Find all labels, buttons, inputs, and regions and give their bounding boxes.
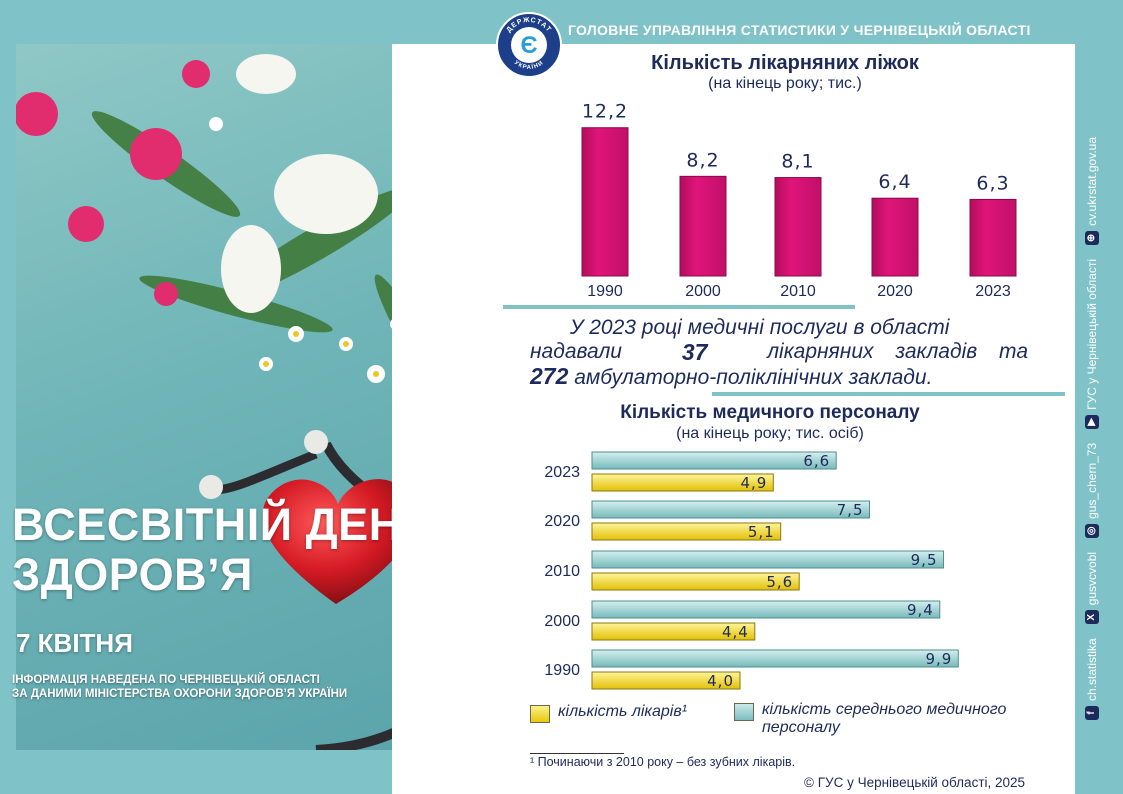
beds-bar-1990 bbox=[581, 127, 629, 277]
doctors-bar-1990 bbox=[591, 671, 741, 690]
staff-value-label: 6,6 bbox=[803, 452, 830, 470]
beds-value-label: 8,1 bbox=[781, 151, 814, 173]
hero-note-line2: ЗА ДАНИМИ МІНІСТЕРСТВА ОХОРОНИ ЗДОРОВ’Я … bbox=[12, 688, 348, 700]
para-line3: амбулаторно-поліклінічних заклади. bbox=[574, 366, 933, 389]
legend-staff-text: кількість середнього медичного персоналу bbox=[762, 701, 1006, 737]
beds-value-label: 6,3 bbox=[976, 172, 1009, 194]
divider-line-2 bbox=[712, 392, 1065, 396]
staff-bar-1990 bbox=[591, 649, 959, 668]
staff-bar-2010 bbox=[591, 550, 944, 569]
para-hospitals-count: 37 bbox=[681, 339, 708, 365]
doctors-value-label: 5,6 bbox=[766, 573, 793, 591]
hero-date: 7 КВІТНЯ bbox=[16, 628, 133, 658]
x-icon: X bbox=[1085, 610, 1099, 625]
hero-title: ВСЕСВІТНІЙ ДЕНЬ ЗДОРОВ’Я bbox=[12, 500, 435, 600]
hero-note-line1: ІНФОРМАЦІЯ НАВЕДЕНА ПО ЧЕРНІВЕЦЬКІЙ ОБЛА… bbox=[12, 674, 320, 686]
divider-line bbox=[503, 305, 855, 309]
beds-value-label: 8,2 bbox=[686, 149, 719, 171]
legend-doctors-label: кількість лікарів¹ bbox=[558, 703, 688, 720]
youtube-icon: ▶ bbox=[1085, 414, 1099, 429]
legend-doctors: кількість лікарів¹ bbox=[530, 703, 687, 723]
logo-text-bottom: УКРАЇНИ bbox=[513, 60, 544, 71]
staff-bar-2020 bbox=[591, 500, 870, 519]
doctors-value-label: 5,1 bbox=[748, 523, 775, 541]
doctors-value-label: 4,0 bbox=[707, 672, 734, 690]
doctors-bar-2020 bbox=[591, 522, 782, 541]
content-panel bbox=[392, 44, 1075, 794]
beds-category-label: 1990 bbox=[587, 283, 623, 300]
doctors-bar-2000 bbox=[591, 622, 756, 641]
hero-title-line2: ЗДОРОВ’Я bbox=[12, 549, 254, 600]
beds-category-label: 2023 bbox=[975, 283, 1011, 300]
doctors-value-label: 4,9 bbox=[740, 474, 767, 492]
social-link-label: gus_chern_73 bbox=[1085, 442, 1099, 519]
staff-chart-subtitle: (на кінець року; тис. осіб) bbox=[676, 425, 864, 442]
staff-year-label: 2023 bbox=[544, 464, 580, 481]
staff-chart: 6,6 4,9 2023 7,5 5,1 2020 9,5 5,6 2010 9,4 4,4 2000… bbox=[544, 451, 959, 690]
legend-swatch-doctors bbox=[530, 705, 550, 723]
beds-chart-title: Кількість лікарняних ліжок bbox=[651, 52, 919, 74]
staff-value-label: 9,4 bbox=[907, 601, 934, 619]
staff-value-label: 9,9 bbox=[925, 650, 952, 668]
footnote: ¹ Починаючи з 2010 року – без зубних лік… bbox=[530, 755, 796, 769]
beds-bar-2020 bbox=[871, 197, 919, 277]
para-line2-a: надавали bbox=[530, 340, 622, 363]
beds-category-label: 2010 bbox=[780, 283, 816, 300]
doctors-value-label: 4,4 bbox=[722, 623, 749, 641]
social-link[interactable]: ◎ gus_chern_73 bbox=[1085, 443, 1099, 538]
beds-category-label: 2020 bbox=[877, 283, 913, 300]
para-line2-b: лікарняних закладів та bbox=[767, 340, 1028, 363]
legend-staff-label-1: кількість середнього медичного bbox=[762, 701, 1007, 718]
para-line1: У 2023 році медичні послуги в області bbox=[570, 316, 950, 339]
hero-source-note: ІНФОРМАЦІЯ НАВЕДЕНА ПО ЧЕРНІВЕЦЬКІЙ ОБЛА… bbox=[12, 673, 347, 701]
staff-year-label: 2020 bbox=[544, 513, 580, 530]
copyright: © ГУС у Чернівецькій області, 2025 bbox=[804, 775, 1026, 790]
footnote-rule bbox=[530, 753, 624, 754]
social-link-label: ch.statistika bbox=[1085, 638, 1099, 701]
legend-staff: кількість середнього медичного персоналу bbox=[734, 701, 1006, 737]
staff-value-label: 9,5 bbox=[911, 551, 938, 569]
doctors-bar-2010 bbox=[591, 572, 800, 591]
social-link-label: gusvcvobl bbox=[1085, 551, 1099, 606]
logo-symbol: Є bbox=[520, 32, 537, 59]
instagram-icon: ◎ bbox=[1085, 523, 1099, 538]
staff-chart-title: Кількість медичного персоналу bbox=[620, 402, 920, 423]
staff-year-label: 1990 bbox=[544, 662, 580, 679]
derzhstat-logo: ДЕРЖСТАТ УКРАЇНИ Є bbox=[496, 12, 562, 78]
staff-value-label: 7,5 bbox=[837, 501, 864, 519]
para-outpatient-count: 272 bbox=[530, 363, 569, 389]
beds-chart: 12,2 1990 8,2 2000 8,1 2010 6,4 2020 6,3 2023 bbox=[581, 101, 1017, 300]
beds-chart-subtitle: (на кінець року; тис.) bbox=[708, 75, 862, 92]
social-link-label: ГУС у Чернівецькій області bbox=[1085, 258, 1099, 410]
beds-bar-2010 bbox=[774, 177, 822, 277]
social-link[interactable]: f ch.statistika bbox=[1085, 638, 1099, 720]
social-link-label: cv.ukrstat.gov.ua bbox=[1085, 136, 1099, 226]
beds-category-label: 2000 bbox=[685, 283, 721, 300]
beds-bar-2023 bbox=[969, 198, 1017, 277]
beds-value-label: 6,4 bbox=[878, 171, 911, 193]
beds-value-label: 12,2 bbox=[582, 101, 628, 123]
staff-bar-2023 bbox=[591, 451, 837, 470]
facilities-paragraph: У 2023 році медичні послуги в області на… bbox=[530, 316, 1028, 390]
organization-title: ГОЛОВНЕ УПРАВЛІННЯ СТАТИСТИКИ У ЧЕРНІВЕЦ… bbox=[568, 22, 1031, 38]
social-link[interactable]: ▶ ГУС у Чернівецькій області bbox=[1085, 259, 1099, 429]
svg-text:УКРАЇНИ: УКРАЇНИ bbox=[513, 60, 545, 71]
staff-year-label: 2010 bbox=[544, 563, 580, 580]
facebook-icon: f bbox=[1085, 706, 1099, 720]
doctors-bar-2023 bbox=[591, 473, 774, 492]
web-icon: ⊕ bbox=[1085, 230, 1099, 245]
staff-bar-2000 bbox=[591, 600, 941, 619]
social-link[interactable]: ⊕ cv.ukrstat.gov.ua bbox=[1085, 137, 1099, 245]
staff-year-label: 2000 bbox=[544, 613, 580, 630]
beds-bar-2000 bbox=[679, 175, 727, 277]
hero-title-line1: ВСЕСВІТНІЙ ДЕНЬ bbox=[12, 499, 435, 550]
legend-swatch-staff bbox=[734, 703, 754, 721]
legend-staff-label-2: персоналу bbox=[762, 719, 840, 736]
